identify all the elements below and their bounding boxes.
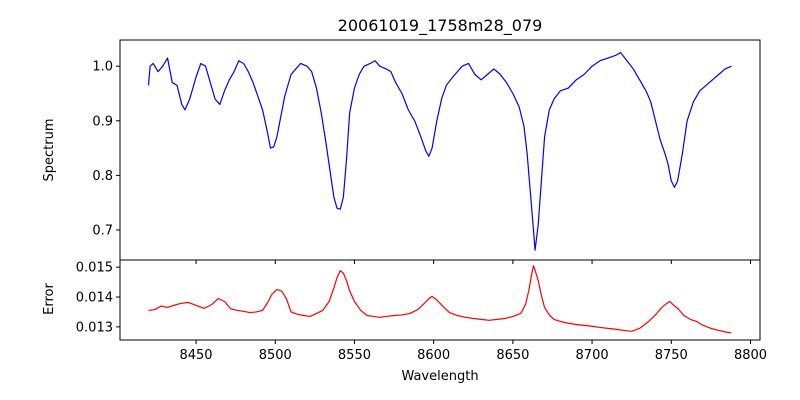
spectrum-axis-label: Spectrum <box>42 119 57 182</box>
error-x-tick-label-5: 8700 <box>576 348 609 363</box>
wavelength-axis-label: Wavelength <box>401 369 478 384</box>
error-panel: 0.013 0.014 0.015 8450 8500 8550 8600 8650 8700 8… <box>76 259 767 363</box>
error-x-tick-label-6: 8750 <box>655 348 688 363</box>
spectrum-y-tick-label-0: 0.7 <box>92 223 113 238</box>
spectrum-y-tick-label-2: 0.9 <box>92 114 113 129</box>
error-x-tick-label-7: 8800 <box>734 348 767 363</box>
error-series-line-0 <box>148 265 732 334</box>
error-axis-label: Error <box>42 283 57 315</box>
error-y-tick-label-2: 0.015 <box>76 261 113 276</box>
error-x-tick-label-1: 8500 <box>259 348 292 363</box>
error-y-tick-label-0: 0.013 <box>76 320 113 335</box>
chart-title: 20061019_1758m28_079 <box>338 16 543 36</box>
error-x-tick-label-2: 8550 <box>338 348 371 363</box>
error-plot-frame <box>119 259 761 341</box>
spectrum-y-tick-label-1: 0.8 <box>92 169 113 184</box>
spectrum-y-tick-label-3: 1.0 <box>92 60 113 75</box>
error-y-tick-label-1: 0.014 <box>76 291 113 306</box>
error-x-tick-label-0: 8450 <box>179 348 212 363</box>
error-x-tick-label-3: 8600 <box>417 348 450 363</box>
error-x-tick-label-4: 8650 <box>496 348 529 363</box>
spectrum-series-line-0 <box>147 51 732 251</box>
